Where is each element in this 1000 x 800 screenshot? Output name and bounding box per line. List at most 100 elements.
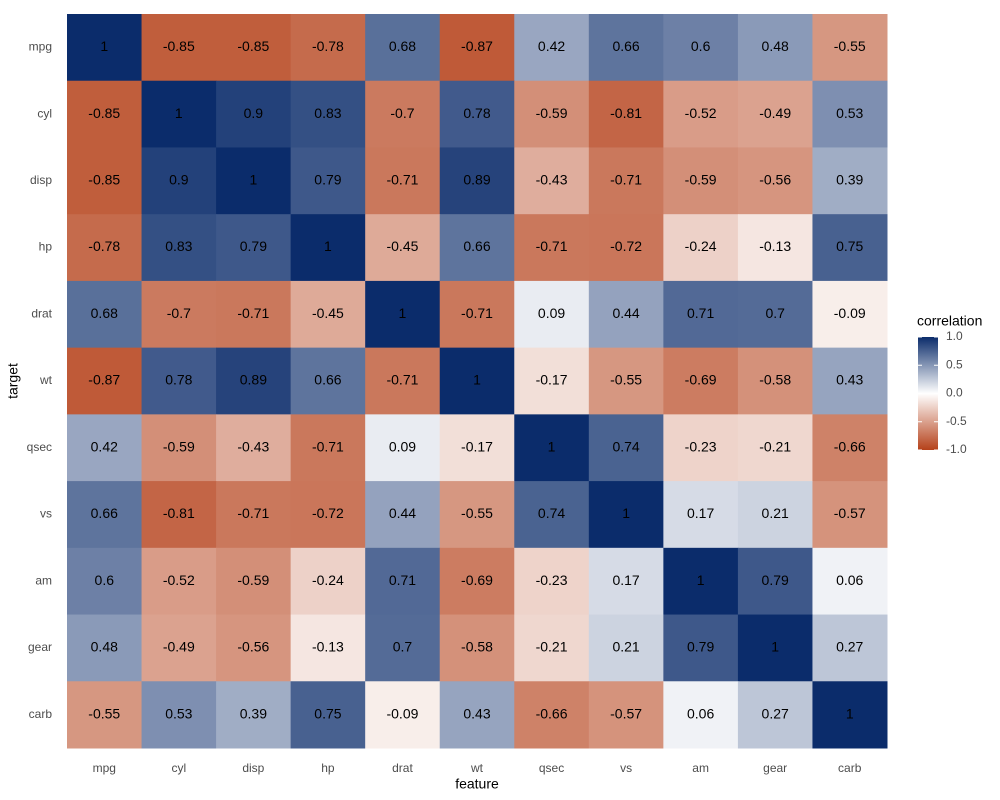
cell-label: 0.06: [687, 705, 714, 721]
heatmap-cell: [663, 414, 739, 482]
heatmap-cell: [141, 547, 217, 616]
cell-label: -0.7: [167, 305, 191, 321]
heatmap-cell: [737, 414, 813, 482]
x-tick-label: cyl: [171, 761, 186, 775]
y-tick-label: drat: [31, 306, 52, 320]
heatmap-cell: [67, 347, 143, 415]
y-axis-title: target: [5, 363, 21, 399]
colorbar: [918, 337, 938, 450]
cell-label: -0.56: [759, 172, 791, 188]
y-tick-label: disp: [30, 173, 52, 187]
heatmap-cell: [812, 147, 888, 215]
heatmap-cell: [737, 214, 813, 282]
heatmap-cell: [439, 681, 515, 749]
cell-label: 0.71: [687, 305, 714, 321]
cell-label: 1: [100, 38, 108, 54]
heatmap-cell: [216, 147, 292, 215]
x-tick-label: drat: [392, 761, 413, 775]
x-axis-title: feature: [455, 776, 499, 792]
cell-label: 0.21: [612, 639, 639, 655]
heatmap-cell: [812, 547, 888, 616]
cell-label: 1: [846, 705, 854, 721]
colorbar-tick-label: 1.0: [946, 329, 963, 343]
cell-label: -0.66: [536, 705, 568, 721]
cell-label: -0.71: [237, 305, 269, 321]
cell-label: 0.48: [762, 38, 789, 54]
heatmap-cell: [439, 547, 515, 616]
x-tick-label: carb: [838, 761, 862, 775]
heatmap-cell: [514, 481, 590, 549]
cell-label: 0.44: [612, 305, 639, 321]
heatmap-cell: [216, 80, 292, 148]
cell-label: -0.59: [163, 438, 195, 454]
heatmap-cell: [514, 347, 590, 415]
cell-label: -0.55: [610, 372, 642, 388]
heatmap-cell: [67, 14, 143, 82]
cell-label: -0.13: [759, 238, 791, 254]
cell-label: -0.81: [610, 105, 642, 121]
cell-label: 0.74: [612, 438, 639, 454]
heatmap-cell: [365, 547, 441, 616]
heatmap-cell: [588, 147, 664, 215]
cell-label: -0.52: [685, 105, 717, 121]
cell-label: -0.71: [536, 238, 568, 254]
cell-label: 0.9: [244, 105, 264, 121]
heatmap-cell: [588, 547, 664, 616]
cell-label: 0.89: [463, 172, 490, 188]
cell-label: 0.83: [314, 105, 341, 121]
heatmap-cell: [514, 147, 590, 215]
y-tick-label: mpg: [29, 40, 52, 54]
cell-label: 0.83: [165, 238, 192, 254]
heatmap-cell: [290, 481, 366, 549]
cell-label: -0.59: [685, 172, 717, 188]
cell-label: 0.79: [240, 238, 267, 254]
cell-label: -0.85: [237, 38, 269, 54]
heatmap-cell: [737, 614, 813, 682]
heatmap-cell: [663, 147, 739, 215]
cell-label: -0.21: [536, 639, 568, 655]
cell-label: 0.44: [389, 505, 416, 521]
cell-label: -0.09: [834, 305, 866, 321]
cell-label: 1: [324, 238, 332, 254]
cell-label: 0.6: [95, 572, 115, 588]
heatmap-cell: [216, 347, 292, 415]
cell-label: 1: [249, 172, 257, 188]
heatmap-cell: [216, 280, 292, 349]
cell-label: 0.39: [836, 172, 863, 188]
cell-label: 0.68: [389, 38, 416, 54]
cell-label: -0.71: [237, 505, 269, 521]
heatmap-cell: [290, 681, 366, 749]
cell-label: -0.13: [312, 639, 344, 655]
heatmap-cell: [365, 414, 441, 482]
cell-label: 0.68: [91, 305, 118, 321]
heatmap-cell: [588, 80, 664, 148]
cell-label: -0.69: [685, 372, 717, 388]
cell-label: 0.78: [165, 372, 192, 388]
heatmap-cell: [216, 681, 292, 749]
heatmap-cell: [365, 280, 441, 349]
heatmap-cell: [812, 14, 888, 82]
heatmap-cell: [67, 280, 143, 349]
x-tick-label: disp: [242, 761, 264, 775]
heatmap-cell: [663, 347, 739, 415]
cell-label: 0.27: [836, 639, 863, 655]
heatmap-cell: [67, 547, 143, 616]
y-tick-label: cyl: [37, 106, 52, 120]
cell-label: -0.87: [88, 372, 120, 388]
cell-label: 0.71: [389, 572, 416, 588]
heatmap-cell: [737, 681, 813, 749]
cell-label: -0.24: [685, 238, 717, 254]
heatmap-cell: [737, 147, 813, 215]
x-tick-label: am: [692, 761, 709, 775]
cell-label: 1: [622, 505, 630, 521]
heatmap-cell: [439, 280, 515, 349]
heatmap-cell: [141, 280, 217, 349]
y-tick-label: wt: [39, 373, 53, 387]
cell-label: -0.59: [536, 105, 568, 121]
cell-label: 0.43: [836, 372, 863, 388]
x-tick-label: gear: [763, 761, 787, 775]
cell-label: 0.39: [240, 705, 267, 721]
cell-label: 0.79: [762, 572, 789, 588]
heatmap-cell: [67, 614, 143, 682]
heatmap-cell: [290, 614, 366, 682]
